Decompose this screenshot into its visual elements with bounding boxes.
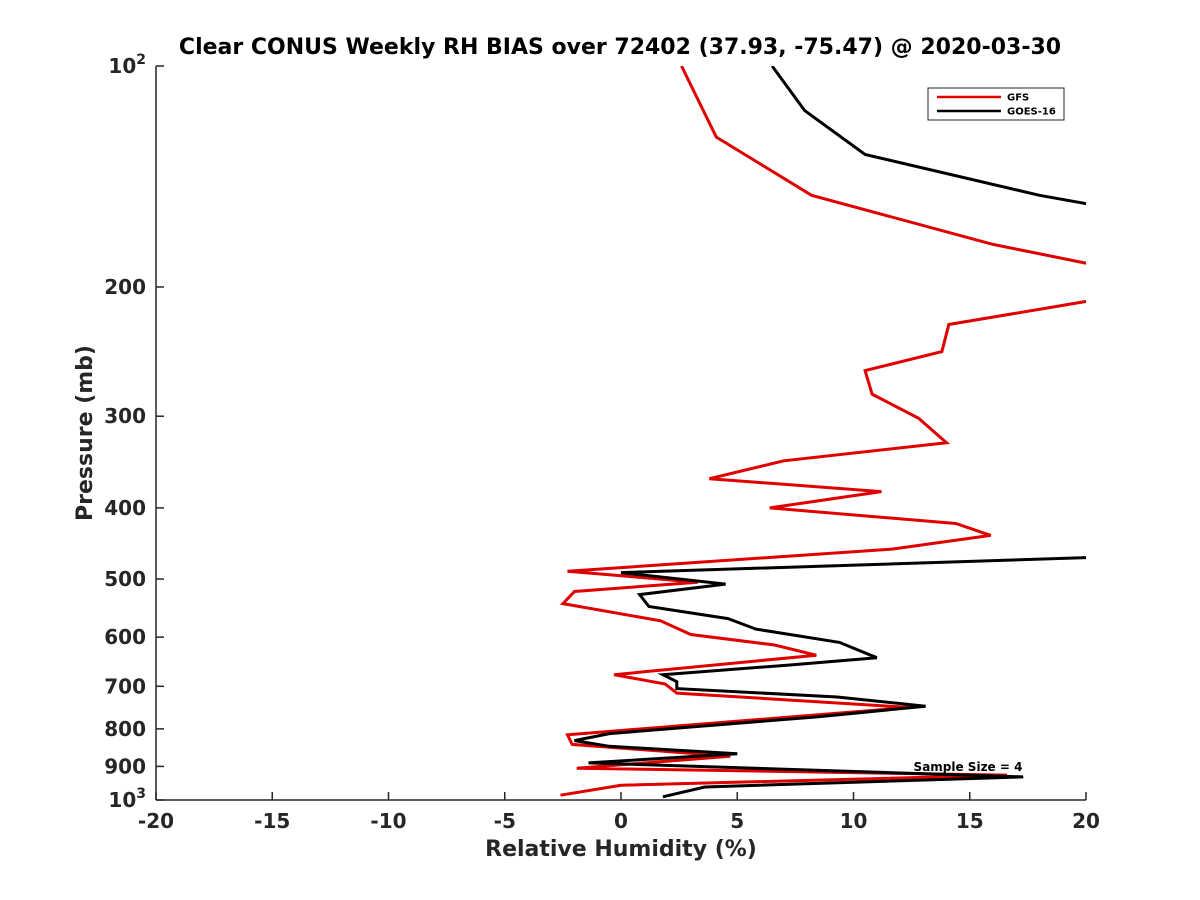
x-tick-label: -10: [370, 809, 406, 833]
y-tick-label: 800: [104, 717, 146, 741]
x-tick-label: 10: [840, 809, 868, 833]
y-tick-label: 103: [108, 786, 146, 812]
x-tick-label: -5: [494, 809, 516, 833]
legend-box: [927, 87, 1065, 121]
y-tick-label: 900: [104, 754, 146, 778]
y-tick-label: 500: [104, 567, 146, 591]
y-tick-label: 400: [104, 496, 146, 520]
x-axis-label: Relative Humidity (%): [485, 837, 757, 862]
axes-box: [155, 66, 1086, 801]
chart-title: Clear CONUS Weekly RH BIAS over 72402 (3…: [179, 35, 1061, 60]
y-tick-label: 102: [108, 52, 146, 78]
legend-label-gfs: GFS: [1007, 93, 1029, 104]
legend: GFS GOES-16: [927, 87, 1065, 121]
y-tick-label: 300: [104, 404, 146, 428]
series-line-goes-16: [574, 66, 1086, 799]
series-line-gfs: [559, 66, 1086, 797]
x-tick-label: 20: [1072, 809, 1100, 833]
y-tick-base: 10: [108, 54, 136, 78]
x-ticks: -20 -15 -10 -5 0 5 10 15 20: [138, 792, 1100, 833]
series-layer: [559, 66, 1086, 799]
y-tick-exponent: 2: [136, 52, 146, 68]
x-tick-label: 0: [614, 809, 628, 833]
sample-size-annotation: Sample Size = 4: [914, 760, 1023, 774]
y-tick-label: 600: [104, 625, 146, 649]
y-tick-label: 200: [104, 275, 146, 299]
y-tick-base: 10: [108, 788, 136, 812]
legend-label-goes-16: GOES-16: [1007, 107, 1056, 118]
y-tick-exponent: 3: [136, 786, 146, 802]
x-tick-label: 5: [730, 809, 744, 833]
x-tick-label: 15: [956, 809, 984, 833]
y-axis-label: Pressure (mb): [73, 345, 98, 521]
x-tick-label: -15: [254, 809, 290, 833]
x-tick-label: -20: [138, 809, 174, 833]
y-tick-label: 700: [104, 674, 146, 698]
